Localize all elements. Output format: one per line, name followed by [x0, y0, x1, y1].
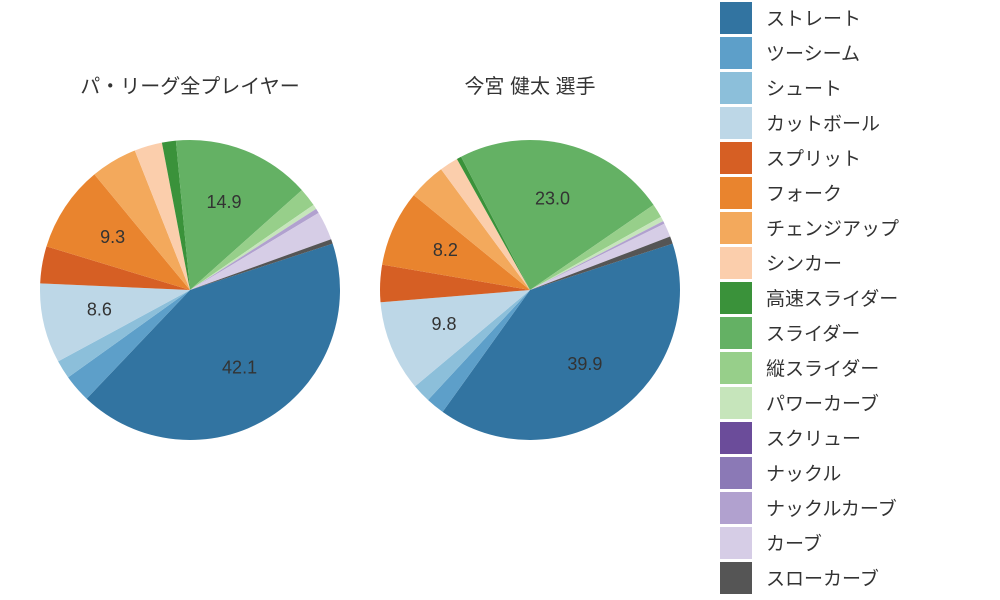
- legend-label: 縦スライダー: [766, 354, 879, 381]
- slice-label: 8.2: [433, 240, 458, 260]
- legend-item: カットボール: [720, 105, 980, 140]
- legend-label: スライダー: [766, 319, 860, 346]
- legend-swatch: [720, 212, 752, 244]
- legend-swatch: [720, 492, 752, 524]
- slice-label: 9.3: [100, 227, 125, 247]
- legend-label: ストレート: [766, 4, 861, 31]
- legend-swatch: [720, 317, 752, 349]
- legend-item: スライダー: [720, 315, 980, 350]
- legend-item: チェンジアップ: [720, 210, 980, 245]
- legend-label: ナックル: [766, 459, 841, 486]
- legend-label: チェンジアップ: [766, 214, 899, 241]
- legend-label: ナックルカーブ: [766, 494, 897, 521]
- legend-swatch: [720, 282, 752, 314]
- legend-item: シンカー: [720, 245, 980, 280]
- legend-item: スプリット: [720, 140, 980, 175]
- legend-swatch: [720, 72, 752, 104]
- legend-item: カーブ: [720, 525, 980, 560]
- legend-label: ツーシーム: [766, 39, 860, 66]
- legend-swatch: [720, 2, 752, 34]
- legend-swatch: [720, 107, 752, 139]
- slice-label: 14.9: [206, 192, 241, 212]
- legend-swatch: [720, 562, 752, 594]
- legend-label: カーブ: [766, 529, 822, 556]
- legend-item: シュート: [720, 70, 980, 105]
- legend: ストレートツーシームシュートカットボールスプリットフォークチェンジアップシンカー…: [720, 0, 980, 595]
- slice-label: 9.8: [431, 314, 456, 334]
- legend-swatch: [720, 527, 752, 559]
- pie-chart-left: 42.1 8.6 9.3 14.9: [20, 120, 360, 460]
- chart-stage: パ・リーグ全プレイヤー 今宮 健太 選手 42.1 8.6 9.3 14.9 39.9…: [0, 0, 1000, 600]
- legend-item: スクリュー: [720, 420, 980, 455]
- legend-item: ナックル: [720, 455, 980, 490]
- legend-swatch: [720, 352, 752, 384]
- legend-label: スクリュー: [766, 424, 861, 451]
- legend-item: ナックルカーブ: [720, 490, 980, 525]
- legend-item: スローカーブ: [720, 560, 980, 595]
- legend-label: シュート: [766, 74, 842, 101]
- legend-swatch: [720, 37, 752, 69]
- legend-item: パワーカーブ: [720, 385, 980, 420]
- legend-label: スローカーブ: [766, 564, 879, 591]
- legend-swatch: [720, 142, 752, 174]
- legend-label: 高速スライダー: [766, 284, 898, 311]
- slice-label: 8.6: [87, 300, 112, 320]
- legend-swatch: [720, 422, 752, 454]
- legend-label: パワーカーブ: [766, 389, 879, 416]
- slice-label: 23.0: [535, 189, 570, 209]
- slice-label: 42.1: [222, 357, 257, 377]
- legend-swatch: [720, 387, 752, 419]
- legend-label: フォーク: [766, 179, 842, 206]
- legend-item: 高速スライダー: [720, 280, 980, 315]
- legend-item: 縦スライダー: [720, 350, 980, 385]
- chart-title-right: 今宮 健太 選手: [380, 70, 680, 99]
- slice-label: 39.9: [567, 354, 602, 374]
- chart-title-left: パ・リーグ全プレイヤー: [40, 70, 340, 99]
- legend-item: フォーク: [720, 175, 980, 210]
- legend-label: シンカー: [766, 249, 842, 276]
- legend-swatch: [720, 457, 752, 489]
- legend-swatch: [720, 177, 752, 209]
- pie-chart-right: 39.9 9.8 8.2 23.0: [360, 120, 700, 460]
- legend-swatch: [720, 247, 752, 279]
- legend-label: カットボール: [766, 109, 880, 136]
- legend-item: ツーシーム: [720, 35, 980, 70]
- legend-item: ストレート: [720, 0, 980, 35]
- legend-label: スプリット: [766, 144, 861, 171]
